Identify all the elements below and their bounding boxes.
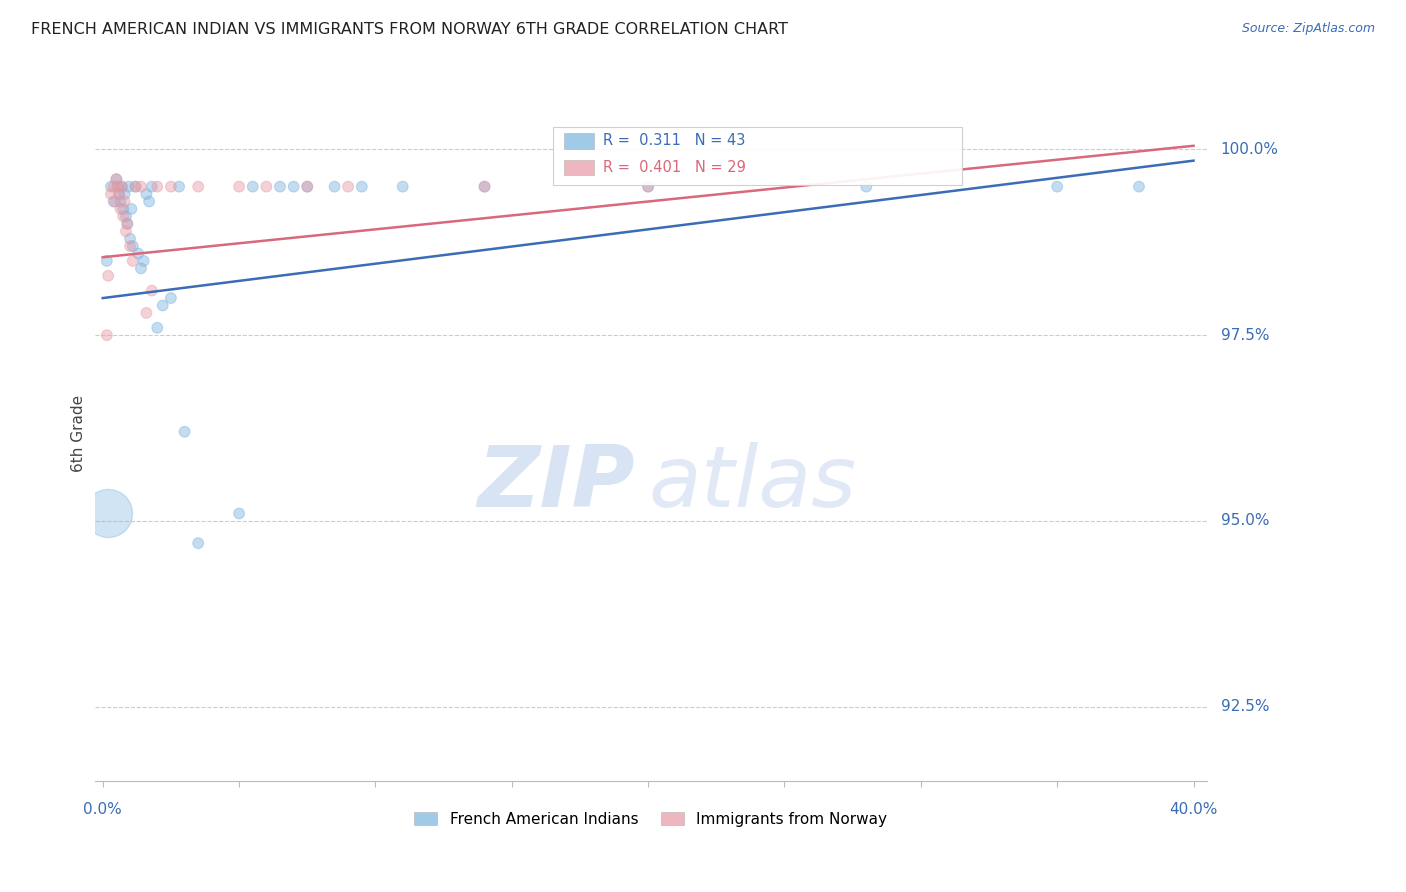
- Text: R =  0.311   N = 43: R = 0.311 N = 43: [603, 133, 745, 148]
- Bar: [564, 133, 593, 149]
- Point: [114, 187, 136, 202]
- Point: [111, 179, 134, 194]
- Point: [1128, 179, 1150, 194]
- Point: [96, 328, 118, 343]
- Point: [254, 179, 277, 194]
- Point: [637, 179, 659, 194]
- Point: [855, 179, 877, 194]
- Point: [103, 194, 125, 209]
- Point: [107, 179, 129, 194]
- Legend: French American Indians, Immigrants from Norway: French American Indians, Immigrants from…: [408, 805, 893, 833]
- Point: [97, 507, 120, 521]
- Point: [146, 320, 169, 334]
- Point: [1046, 179, 1069, 194]
- Point: [117, 217, 139, 231]
- Point: [167, 179, 190, 194]
- Bar: [564, 160, 593, 176]
- Text: atlas: atlas: [648, 442, 856, 525]
- Point: [132, 254, 155, 268]
- Point: [124, 179, 146, 194]
- Point: [121, 254, 143, 268]
- Text: Source: ZipAtlas.com: Source: ZipAtlas.com: [1241, 22, 1375, 36]
- Text: 95.0%: 95.0%: [1220, 514, 1270, 528]
- Point: [242, 179, 264, 194]
- Text: 0.0%: 0.0%: [83, 802, 122, 817]
- Point: [135, 306, 157, 320]
- Point: [115, 210, 138, 224]
- Point: [160, 179, 183, 194]
- Point: [129, 261, 152, 276]
- Point: [228, 179, 250, 194]
- Point: [141, 179, 163, 194]
- Point: [121, 239, 143, 253]
- Point: [135, 187, 157, 202]
- Point: [127, 246, 149, 260]
- Point: [110, 194, 132, 209]
- Point: [103, 179, 125, 194]
- Point: [108, 187, 131, 202]
- Point: [108, 187, 131, 202]
- Point: [350, 179, 373, 194]
- Point: [474, 179, 496, 194]
- Point: [129, 179, 152, 194]
- Text: 92.5%: 92.5%: [1220, 699, 1270, 714]
- Point: [187, 179, 209, 194]
- Point: [138, 194, 160, 209]
- Point: [146, 179, 169, 194]
- Point: [100, 179, 122, 194]
- Point: [269, 179, 291, 194]
- Point: [114, 194, 136, 209]
- Text: ZIP: ZIP: [477, 442, 634, 525]
- Point: [115, 224, 138, 238]
- Point: [118, 179, 141, 194]
- Point: [297, 179, 319, 194]
- Point: [112, 202, 135, 216]
- Point: [111, 179, 134, 194]
- Point: [323, 179, 346, 194]
- Point: [337, 179, 360, 194]
- Text: R =  0.401   N = 29: R = 0.401 N = 29: [603, 160, 747, 175]
- Point: [124, 179, 146, 194]
- Point: [474, 179, 496, 194]
- Point: [112, 210, 135, 224]
- Point: [187, 536, 209, 550]
- Point: [160, 291, 183, 305]
- Text: 97.5%: 97.5%: [1220, 327, 1270, 343]
- Text: FRENCH AMERICAN INDIAN VS IMMIGRANTS FROM NORWAY 6TH GRADE CORRELATION CHART: FRENCH AMERICAN INDIAN VS IMMIGRANTS FRO…: [31, 22, 787, 37]
- Point: [110, 202, 132, 216]
- Point: [391, 179, 413, 194]
- Point: [104, 194, 127, 209]
- Bar: [553, 128, 962, 186]
- Point: [100, 187, 122, 202]
- Text: 100.0%: 100.0%: [1220, 142, 1279, 157]
- Point: [97, 268, 120, 283]
- Point: [117, 217, 139, 231]
- Point: [107, 179, 129, 194]
- Point: [637, 179, 659, 194]
- Point: [120, 202, 142, 216]
- Y-axis label: 6th Grade: 6th Grade: [72, 395, 86, 472]
- Point: [118, 232, 141, 246]
- Point: [283, 179, 305, 194]
- Point: [173, 425, 195, 439]
- Point: [297, 179, 319, 194]
- Point: [96, 254, 118, 268]
- Point: [118, 239, 141, 253]
- Point: [228, 507, 250, 521]
- Text: 40.0%: 40.0%: [1170, 802, 1218, 817]
- Point: [141, 284, 163, 298]
- Point: [152, 298, 174, 312]
- Point: [105, 172, 128, 186]
- Point: [105, 172, 128, 186]
